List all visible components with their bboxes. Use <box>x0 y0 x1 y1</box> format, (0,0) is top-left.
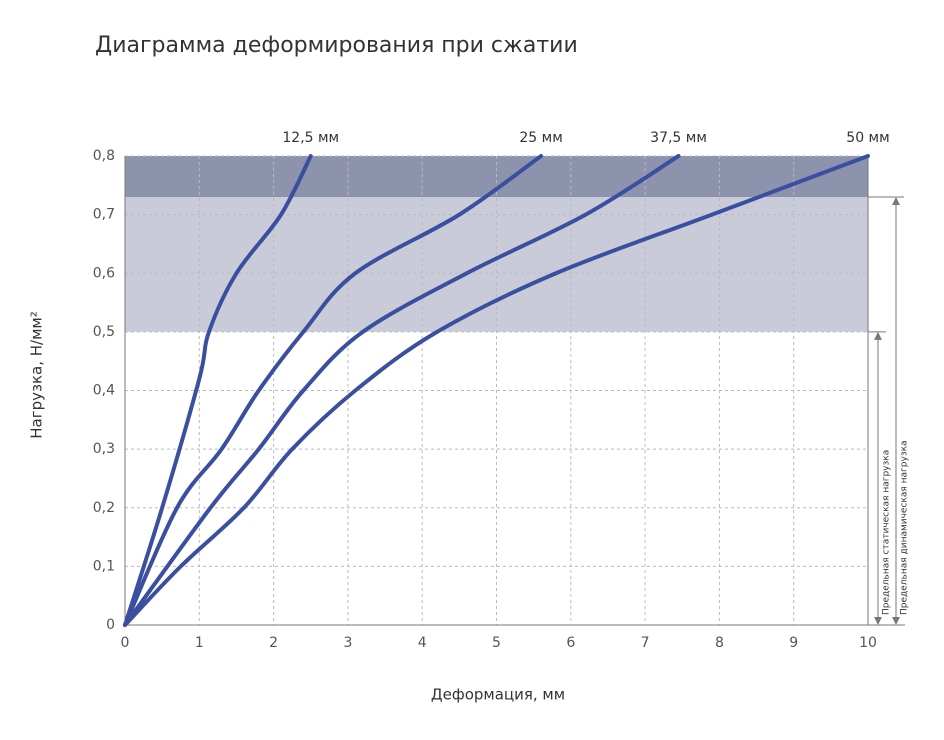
chart-title: Диаграмма деформирования при сжатии <box>95 33 578 58</box>
limit-label: Предельная динамическая нагрузка <box>900 440 910 615</box>
y-tick-label: 0,7 <box>93 207 115 223</box>
limit-label: Предельная статическая нагрузка <box>882 450 892 615</box>
x-tick-label: 8 <box>715 635 724 651</box>
y-tick-label: 0,6 <box>93 265 115 281</box>
line <box>123 154 544 627</box>
line <box>123 154 313 627</box>
y-axis-label: Нагрузка, Н/мм² <box>28 311 46 439</box>
x-tick-label: 3 <box>343 635 352 651</box>
x-tick-label: 10 <box>859 635 877 651</box>
y-tick-label: 0 <box>106 617 115 633</box>
legend-label: 37,5 мм <box>650 130 707 146</box>
x-tick-label: 7 <box>641 635 650 651</box>
y-tick-label: 0,2 <box>93 500 115 516</box>
x-tick-label: 0 <box>121 635 130 651</box>
legend-label: 25 мм <box>519 130 562 146</box>
legend-label: 50 мм <box>846 130 889 146</box>
x-tick-label: 5 <box>492 635 501 651</box>
line <box>123 154 681 627</box>
line <box>123 154 870 627</box>
x-tick-label: 2 <box>269 635 278 651</box>
x-tick-label: 1 <box>195 635 204 651</box>
x-axis-label: Деформация, мм <box>431 686 565 704</box>
x-tick-label: 6 <box>566 635 575 651</box>
x-tick-label: 9 <box>789 635 798 651</box>
y-tick-label: 0,3 <box>93 441 115 457</box>
legend-label: 12,5 мм <box>282 130 339 146</box>
y-tick-label: 0,1 <box>93 558 115 574</box>
y-tick-label: 0,4 <box>93 383 115 399</box>
x-tick-label: 4 <box>418 635 427 651</box>
y-tick-label: 0,8 <box>93 148 115 164</box>
y-tick-label: 0,5 <box>93 324 115 340</box>
